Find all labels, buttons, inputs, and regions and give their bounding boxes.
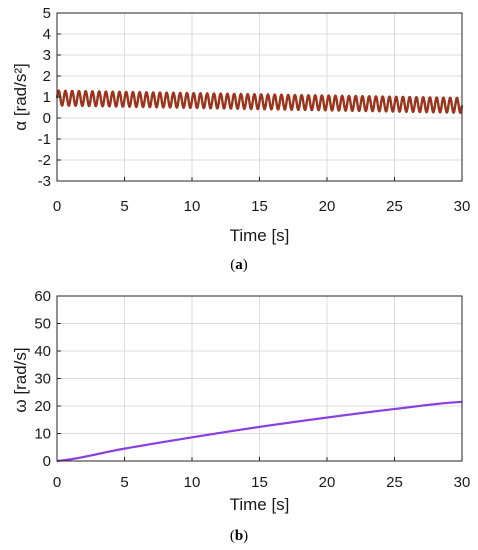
- x-tick-label: 20: [319, 198, 336, 215]
- chart-alpha: 0 5 10 15 20 25 30 -3 -2 -1 0 1 2 3 4 5 Time [s] α [rad/s…: [11, 5, 470, 245]
- series-line-omega: [56, 400, 463, 463]
- caption-a: (a): [230, 257, 248, 273]
- y-tick-label: 5: [43, 5, 51, 22]
- x-tick-label: 30: [454, 198, 471, 215]
- x-tick-label: 25: [386, 198, 403, 215]
- y-tick-label: 0: [43, 110, 51, 127]
- y-tick-label: 1: [43, 89, 51, 106]
- x-tick-label: 0: [53, 474, 61, 491]
- x-tick-label: 5: [120, 474, 128, 491]
- y-tick-label: -1: [38, 131, 51, 148]
- y-tick-label: 40: [34, 343, 51, 360]
- y-tick-label: 3: [43, 47, 51, 64]
- y-tick-label: 2: [43, 68, 51, 85]
- y-axis-label: α [rad/s²]: [11, 63, 30, 130]
- x-tick-label: 10: [184, 198, 201, 215]
- x-axis-label: Time [s]: [230, 495, 290, 514]
- chart-omega: 0 5 10 15 20 25 30 0 10 20 30 40 50 60 Time [s] ω [rad/…: [11, 288, 470, 514]
- x-axis-label: Time [s]: [230, 226, 290, 245]
- y-axis-label: ω [rad/s]: [11, 347, 30, 412]
- x-tick-label: 15: [251, 198, 268, 215]
- x-tick-label: 25: [386, 474, 403, 491]
- y-tick-label: 0: [43, 453, 51, 470]
- y-tick-label: 10: [34, 426, 51, 443]
- y-tick-label: 4: [43, 26, 51, 43]
- y-tick-label: 50: [34, 316, 51, 333]
- x-tick-label: 10: [184, 474, 201, 491]
- caption-b: (b): [229, 528, 249, 544]
- x-tick-label: 0: [53, 198, 61, 215]
- y-tick-label: 60: [34, 288, 51, 305]
- x-tick-label: 5: [120, 198, 128, 215]
- x-tick-label: 15: [251, 474, 268, 491]
- y-tick-label: 30: [34, 371, 51, 388]
- series-line-alpha: [56, 89, 463, 114]
- x-tick-label: 30: [454, 474, 471, 491]
- y-tick-label: 20: [34, 398, 51, 415]
- y-tick-label: -2: [38, 152, 51, 169]
- y-tick-label: -3: [38, 173, 51, 190]
- x-tick-label: 20: [319, 474, 336, 491]
